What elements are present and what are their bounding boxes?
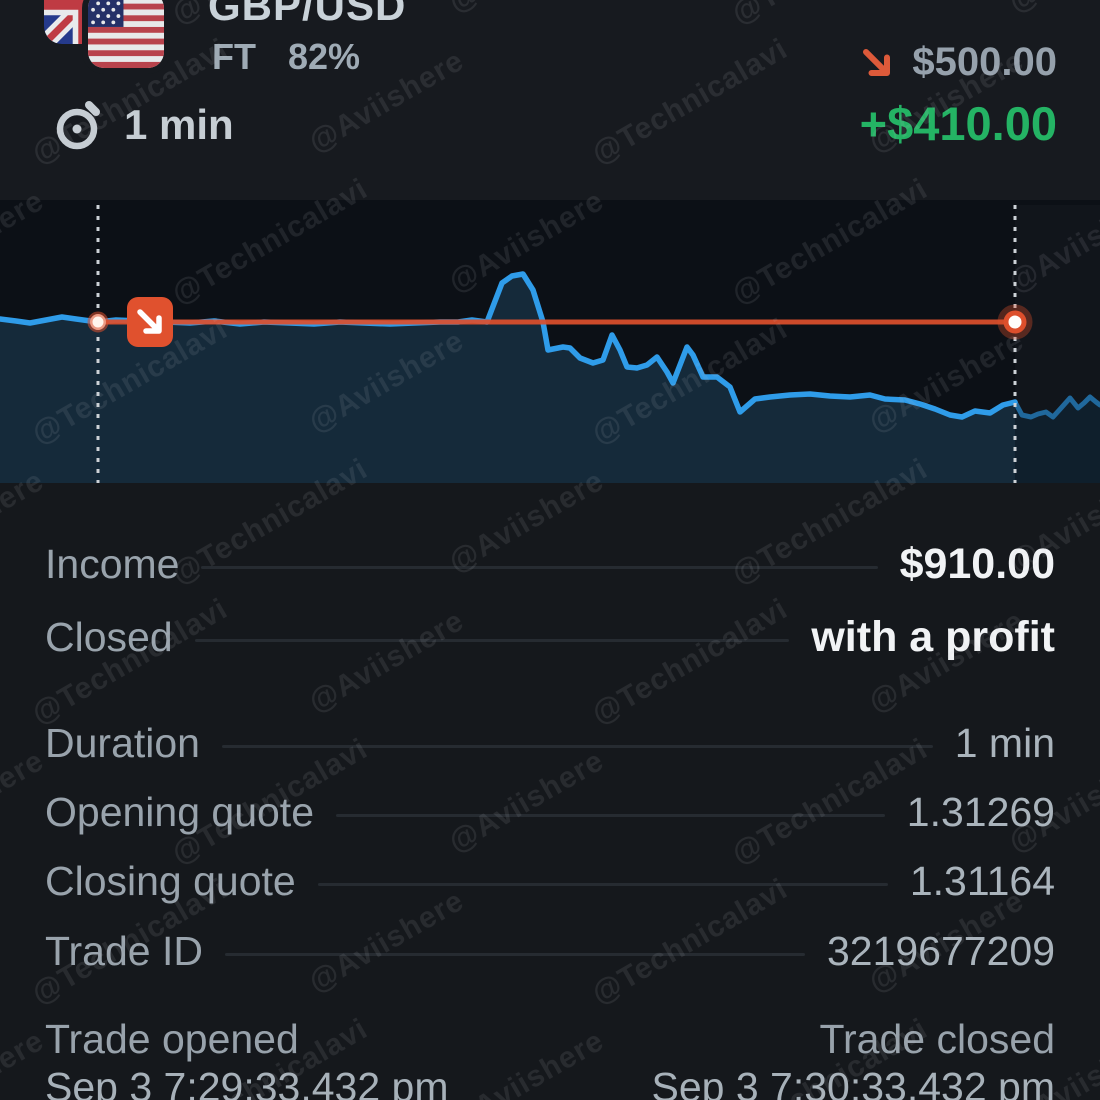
leader-line [336, 813, 885, 817]
trade-closed-label: Trade closed [819, 1016, 1056, 1062]
leader-line [317, 882, 888, 886]
stake-header: $500.00 [858, 40, 1057, 85]
row-label: Trade ID [45, 927, 203, 974]
trade-opened-time: Sep 3 7:29:33.432 pm [45, 1064, 449, 1100]
leader-line [201, 565, 878, 569]
row-label: Closing quote [45, 857, 296, 904]
trade-type-label: FT [212, 36, 256, 77]
trade-header: GBP/USD FT 82% 1 min $500.00 +$410.00 [0, 0, 1100, 200]
duration-header: 1 min [52, 98, 234, 152]
trade-chart[interactable] [0, 200, 1100, 483]
leader-line [194, 638, 790, 642]
row-income: Income $910.00 [45, 538, 1055, 590]
duration-value: 1 min [124, 101, 234, 148]
row-value: 1 min [954, 719, 1055, 766]
row-trade-id: Trade ID 3219677209 [45, 925, 1055, 977]
row-value: with a profit [811, 612, 1055, 661]
stopwatch-icon [56, 101, 100, 150]
pair-title: GBP/USD [208, 0, 407, 29]
usd-flag-icon [88, 0, 164, 68]
row-opening-quote: Opening quote 1.31269 [45, 786, 1055, 838]
payout-percent: 82% [287, 36, 361, 77]
stake-amount: $500.00 [912, 40, 1057, 84]
trade-type-payout: FT 82% [212, 36, 360, 78]
row-value: 3219677209 [826, 927, 1055, 974]
row-label: Income [45, 540, 180, 587]
row-label: Opening quote [45, 788, 315, 835]
trade-details-panel: Income $910.00 Closed with a profit Dura… [0, 483, 1100, 1100]
row-value: $910.00 [899, 539, 1055, 588]
row-value: 1.31269 [906, 788, 1055, 835]
down-right-arrow-icon [863, 48, 891, 76]
row-label: Closed [45, 613, 173, 660]
footer-times: Sep 3 7:29:33.432 pm Sep 3 7:30:33.432 p… [45, 1064, 1055, 1100]
row-closed: Closed with a profit [45, 611, 1055, 663]
footer-labels: Trade opened Trade closed [45, 1016, 1055, 1063]
profit-amount: +$410.00 [859, 97, 1057, 150]
row-duration: Duration 1 min [45, 717, 1055, 769]
leader-line [221, 744, 933, 748]
row-label: Duration [45, 719, 200, 766]
leader-line [224, 952, 805, 956]
trade-opened-label: Trade opened [45, 1016, 299, 1062]
row-closing-quote: Closing quote 1.31164 [45, 855, 1055, 907]
row-value: 1.31164 [909, 857, 1055, 904]
trade-closed-time: Sep 3 7:30:33.432 pm [651, 1064, 1055, 1100]
